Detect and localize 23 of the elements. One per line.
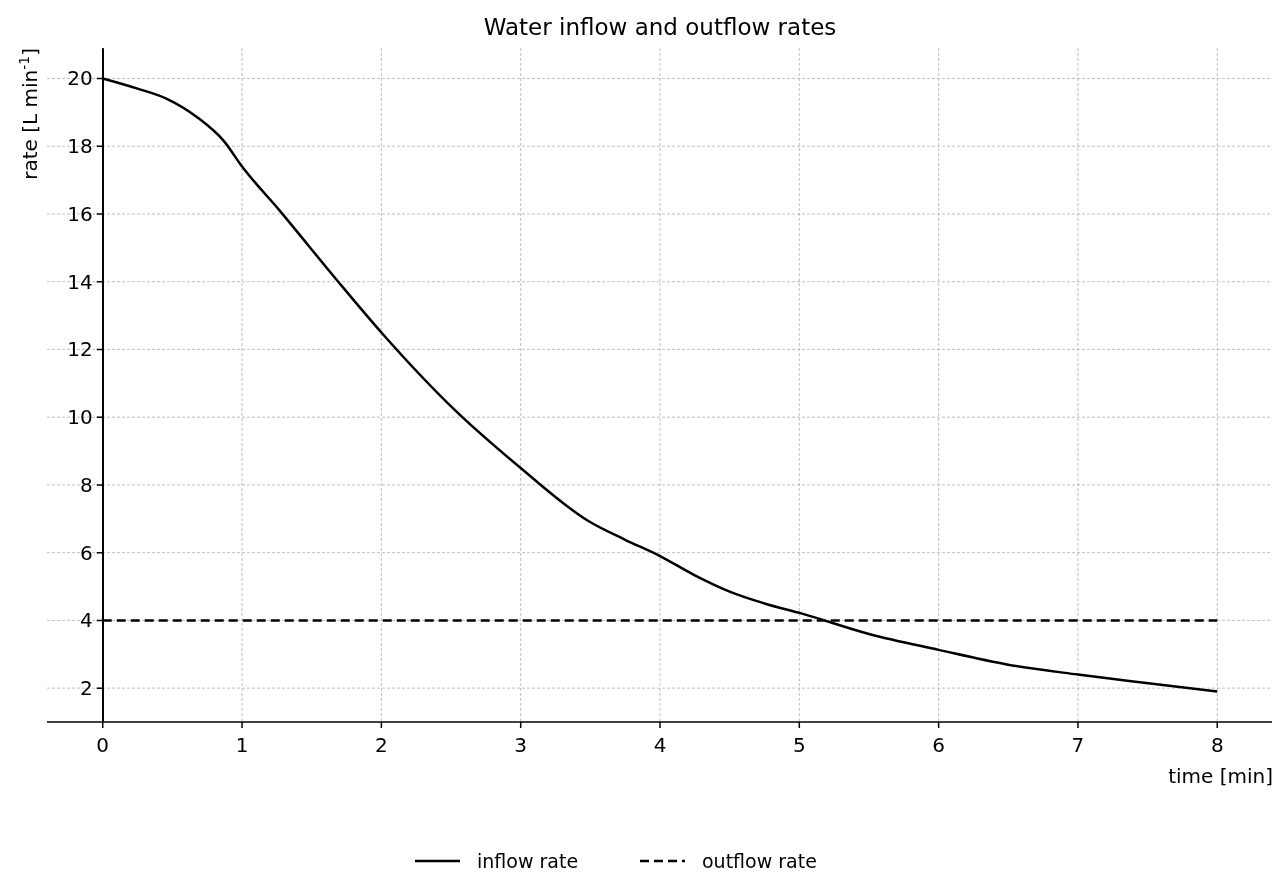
- x-tick-label: 8: [1210, 733, 1224, 757]
- chart-title: Water inflow and outflow rates: [483, 14, 837, 40]
- x-tick-label: 7: [1071, 733, 1085, 757]
- y-tick-label: 20: [67, 66, 93, 91]
- y-tick-label: 10: [67, 405, 93, 430]
- legend-label: outflow rate: [702, 850, 817, 872]
- x-tick-label: 5: [792, 733, 806, 757]
- x-tick-label: 2: [375, 733, 388, 757]
- y-tick-label: 18: [67, 134, 93, 159]
- x-tick-label: 1: [235, 733, 249, 757]
- y-tick-label: 6: [79, 540, 93, 565]
- y-tick-label: 14: [67, 269, 93, 294]
- legend-label: inflow rate: [477, 850, 579, 872]
- x-axis-title: time [min]: [1168, 764, 1273, 788]
- y-tick-label: 2: [79, 676, 93, 701]
- x-tick-label: 0: [96, 733, 110, 757]
- y-tick-label: 4: [79, 608, 93, 633]
- y-tick-label: 16: [67, 201, 93, 226]
- x-tick-label: 4: [653, 733, 667, 757]
- x-tick-label: 6: [932, 733, 945, 757]
- x-tick-label: 3: [514, 733, 528, 757]
- y-tick-label: 12: [67, 337, 93, 362]
- y-tick-label: 8: [79, 472, 93, 497]
